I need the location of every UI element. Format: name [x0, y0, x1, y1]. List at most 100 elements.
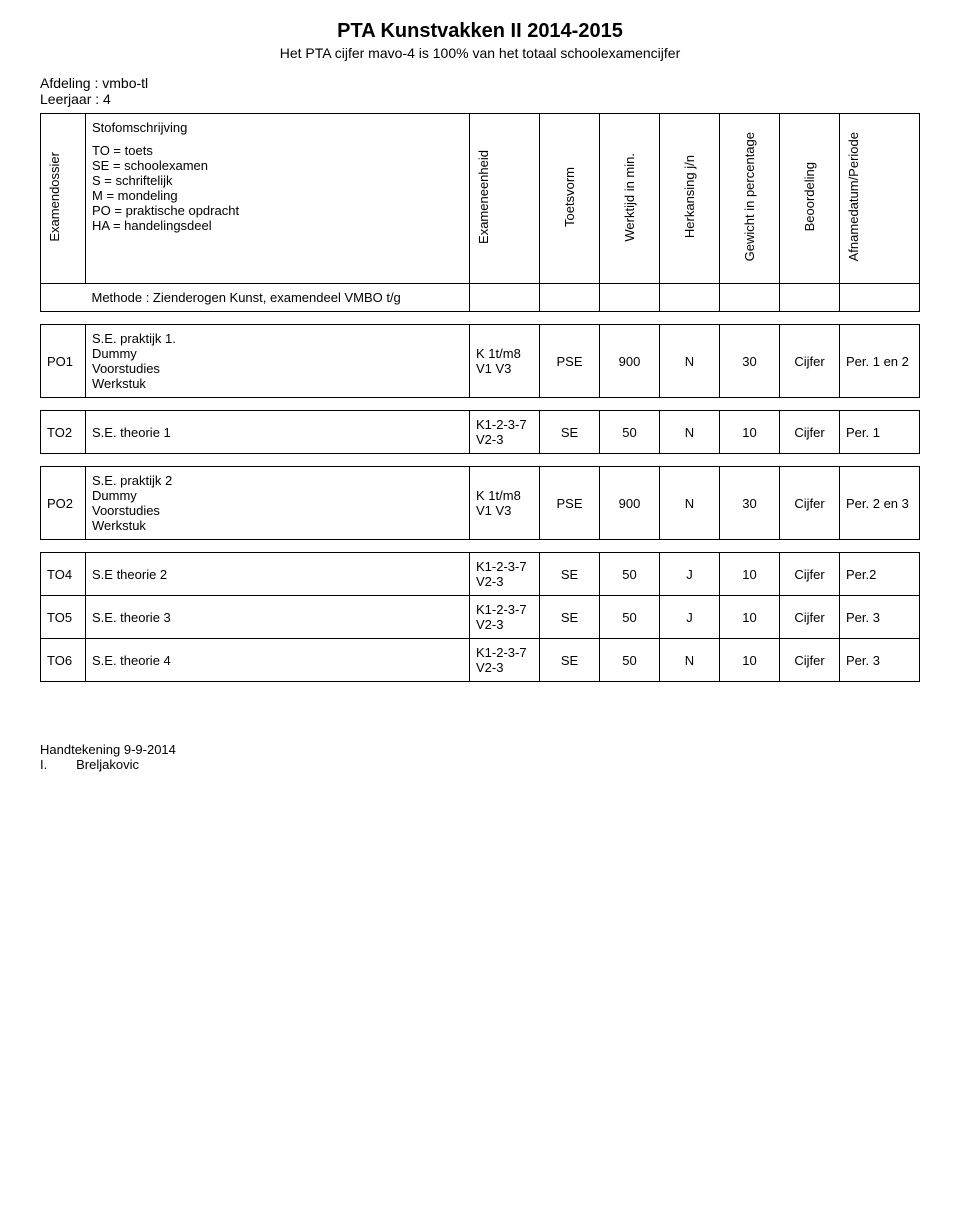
- legend-line: SE = schoolexamen: [92, 158, 463, 173]
- table-row: TO2S.E. theorie 1K1-2-3-7 V2-3SE50N10Cij…: [41, 411, 920, 454]
- data-table: PO1S.E. praktijk 1.DummyVoorstudiesWerks…: [40, 324, 920, 398]
- row-exameneenheid: K1-2-3-7 V2-3: [470, 596, 540, 639]
- row-toetsvorm: SE: [540, 411, 600, 454]
- desc-line: Voorstudies: [92, 361, 463, 376]
- row-werktijd: 50: [600, 411, 660, 454]
- method-row: Methode : Zienderogen Kunst, examendeel …: [41, 284, 920, 312]
- header-examendossier: Examendossier: [47, 152, 62, 242]
- row-periode: Per.2: [840, 553, 920, 596]
- desc-line: S.E. praktijk 1.: [92, 331, 463, 346]
- row-beoordeling: Cijfer: [780, 596, 840, 639]
- row-exameneenheid: K1-2-3-7 V2-3: [470, 639, 540, 682]
- footer-block: Handtekening 9-9-2014 I. Breljakovic: [40, 742, 920, 772]
- row-beoordeling: Cijfer: [780, 325, 840, 398]
- method-empty-cell: [720, 284, 780, 312]
- row-beoordeling: Cijfer: [780, 553, 840, 596]
- col-examendossier: Examendossier: [41, 114, 86, 284]
- row-beoordeling: Cijfer: [780, 411, 840, 454]
- row-herkansing: N: [660, 467, 720, 540]
- row-gewicht: 10: [720, 411, 780, 454]
- row-toetsvorm: SE: [540, 553, 600, 596]
- col-beoordeling: Beoordeling: [780, 114, 840, 284]
- header-herkansing: Herkansing j/n: [682, 155, 697, 238]
- row-gewicht: 30: [720, 467, 780, 540]
- data-table-grouped: TO4 S.E theorie 2 K1-2-3-7 V2-3SE50J10Cijf…: [40, 552, 920, 682]
- row-herkansing: N: [660, 411, 720, 454]
- row-werktijd: 50: [600, 596, 660, 639]
- row-code: TO2: [41, 411, 86, 454]
- header-werktijd: Werktijd in min.: [622, 153, 637, 242]
- legend-line: HA = handelingsdeel: [92, 218, 463, 233]
- col-herkansing: Herkansing j/n: [660, 114, 720, 284]
- row-werktijd: 50: [600, 553, 660, 596]
- row-herkansing: J: [660, 596, 720, 639]
- row-code: TO4: [41, 553, 86, 596]
- row-gewicht: 10: [720, 553, 780, 596]
- table-row: TO4S.E theorie 2K1-2-3-7 V2-3SE50J10Cijf…: [41, 553, 920, 596]
- row-periode: Per. 3: [840, 596, 920, 639]
- row-periode: Per. 3: [840, 639, 920, 682]
- table-row: TO6 S.E. theorie 4 K1-2-3-7 V2-3SE50N10Cij…: [41, 639, 920, 682]
- meta-leerjaar: Leerjaar : 4: [40, 91, 920, 107]
- row-werktijd: 900: [600, 325, 660, 398]
- desc-line: Werkstuk: [92, 376, 463, 391]
- desc-line: S.E. theorie 3: [92, 610, 463, 625]
- col-stofomschrijving: Stofomschrijving TO = toets SE = schoole…: [86, 114, 470, 284]
- header-afnamedatum: Afnamedatum/Periode: [846, 132, 861, 261]
- row-herkansing: N: [660, 639, 720, 682]
- row-toetsvorm: PSE: [540, 467, 600, 540]
- meta-block: Afdeling : vmbo-tl Leerjaar : 4: [40, 75, 920, 107]
- row-description: S.E. theorie 1: [86, 411, 470, 454]
- legend-line: PO = praktische opdracht: [92, 203, 463, 218]
- row-periode: Per. 1 en 2: [840, 325, 920, 398]
- table-row: PO2S.E. praktijk 2DummyVoorstudiesWerkst…: [41, 467, 920, 540]
- row-description: S.E. theorie 3: [86, 596, 470, 639]
- footer-signature-name: I. Breljakovic: [40, 757, 920, 772]
- header-gewicht: Gewicht in percentage: [742, 132, 757, 261]
- method-empty-cell: [660, 284, 720, 312]
- col-exameneenheid: Exameneenheid: [470, 114, 540, 284]
- row-exameneenheid: K 1t/m8 V1 V3: [470, 467, 540, 540]
- method-empty: [41, 284, 86, 312]
- data-tables-container: PO1S.E. praktijk 1.DummyVoorstudiesWerks…: [40, 324, 920, 682]
- legend-line: TO = toets: [92, 143, 463, 158]
- row-herkansing: J: [660, 553, 720, 596]
- header-exameneenheid: Exameneenheid: [476, 150, 491, 244]
- row-gewicht: 30: [720, 325, 780, 398]
- method-empty-cell: [840, 284, 920, 312]
- desc-line: Voorstudies: [92, 503, 463, 518]
- row-exameneenheid: K 1t/m8 V1 V3: [470, 325, 540, 398]
- meta-afdeling: Afdeling : vmbo-tl: [40, 75, 920, 91]
- row-beoordeling: Cijfer: [780, 639, 840, 682]
- row-gewicht: 10: [720, 639, 780, 682]
- row-description: S.E. praktijk 2DummyVoorstudiesWerkstuk: [86, 467, 470, 540]
- desc-line: S.E theorie 2: [92, 567, 463, 582]
- row-periode: Per. 1: [840, 411, 920, 454]
- row-code: TO6: [41, 639, 86, 682]
- row-beoordeling: Cijfer: [780, 467, 840, 540]
- desc-line: S.E. theorie 4: [92, 653, 463, 668]
- col-gewicht: Gewicht in percentage: [720, 114, 780, 284]
- legend-line: M = mondeling: [92, 188, 463, 203]
- method-empty-cell: [780, 284, 840, 312]
- row-code: TO5: [41, 596, 86, 639]
- col-toetsvorm: Toetsvorm: [540, 114, 600, 284]
- row-exameneenheid: K1-2-3-7 V2-3: [470, 411, 540, 454]
- col-werktijd: Werktijd in min.: [600, 114, 660, 284]
- desc-line: Dummy: [92, 346, 463, 361]
- row-herkansing: N: [660, 325, 720, 398]
- row-toetsvorm: SE: [540, 639, 600, 682]
- header-table: Examendossier Stofomschrijving TO = toet…: [40, 113, 920, 312]
- method-empty-cell: [540, 284, 600, 312]
- table-row: TO5S.E. theorie 3K1-2-3-7 V2-3SE50J10Cij…: [41, 596, 920, 639]
- header-toetsvorm: Toetsvorm: [562, 167, 577, 227]
- row-code: PO2: [41, 467, 86, 540]
- page-subtitle: Het PTA cijfer mavo-4 is 100% van het to…: [40, 45, 920, 61]
- data-table: TO2S.E. theorie 1K1-2-3-7 V2-3SE50N10Cij…: [40, 410, 920, 454]
- desc-line: S.E. praktijk 2: [92, 473, 463, 488]
- footer-signature-date: Handtekening 9-9-2014: [40, 742, 920, 757]
- row-werktijd: 50: [600, 639, 660, 682]
- desc-line: Werkstuk: [92, 518, 463, 533]
- row-werktijd: 900: [600, 467, 660, 540]
- table-row: PO1S.E. praktijk 1.DummyVoorstudiesWerks…: [41, 325, 920, 398]
